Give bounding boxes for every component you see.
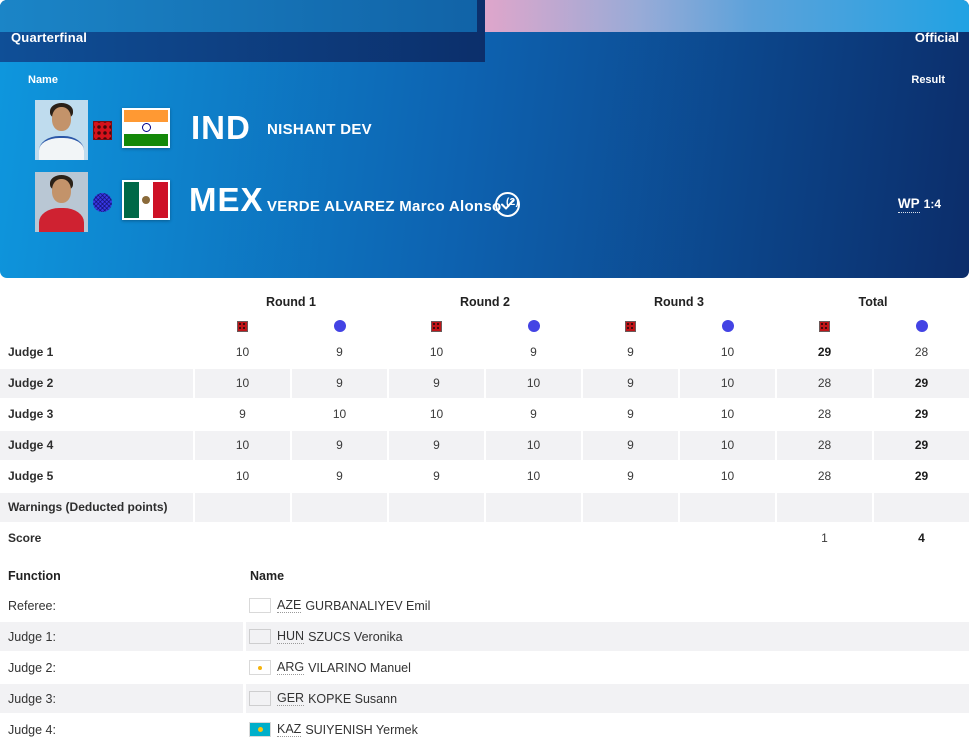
official-function: Judge 1: — [0, 622, 243, 651]
official-name: SZUCS Veronika — [308, 629, 403, 644]
red-boxer-name: NISHANT DEV — [267, 121, 372, 138]
blue-corner-icon — [292, 320, 387, 332]
red-final-score: 1 — [821, 531, 828, 545]
flag-mexico-icon — [122, 180, 170, 220]
flag-azerbaijan-icon — [249, 598, 271, 613]
red-boxer-noc: IND — [191, 109, 251, 146]
warnings-row: Warnings (Deducted points) — [0, 493, 969, 522]
judge-row: Judge 2 10 9 9 10 9 10 28 29 — [0, 369, 969, 398]
blue-corner-icon — [874, 320, 969, 332]
flag-india-icon — [122, 108, 170, 148]
official-function: Judge 4: — [8, 722, 56, 737]
blue-boxer-noc: MEX — [189, 181, 264, 218]
blue-corner-icon — [93, 193, 112, 212]
official-row: Referee: AZE GURBANALIYEV Emil — [0, 591, 969, 620]
round-2-header: Round 2 — [460, 295, 510, 309]
official-name: SUIYENISH Yermek — [305, 722, 418, 737]
bout-result: WP 1:4 — [897, 195, 941, 213]
official-function: Judge 3: — [0, 684, 243, 713]
decor-band-blue — [0, 0, 477, 32]
blue-corner-icon — [486, 320, 581, 332]
round-3-header: Round 3 — [654, 295, 704, 309]
official-function: Referee: — [8, 598, 56, 613]
name-column-header: Name — [250, 569, 285, 583]
officials-header-row: Function Name — [0, 563, 969, 589]
scorecard-table: Round 1 Round 2 Round 3 Total Judge 1 10… — [0, 290, 969, 553]
blue-corner-icon — [680, 320, 775, 332]
judge-row: Judge 5 10 9 9 10 9 10 28 29 — [8, 469, 929, 483]
official-noc: AZE — [277, 598, 302, 613]
judge-row: Judge 3 9 10 10 9 9 10 28 29 — [8, 407, 929, 421]
red-corner-icon — [777, 320, 872, 332]
stage-title: Quarterfinal — [11, 30, 88, 45]
official-name: GURBANALIYEV Emil — [305, 598, 431, 613]
name-column-header: Name — [28, 74, 58, 86]
round-header-row: Round 1 Round 2 Round 3 Total — [0, 290, 969, 314]
official-noc: GER — [277, 691, 305, 706]
official-function: Judge 2: — [8, 660, 56, 675]
official-name: VILARINO Manuel — [308, 660, 411, 675]
official-noc: HUN — [277, 629, 305, 644]
decor-band-pink — [485, 0, 969, 32]
total-header: Total — [858, 295, 888, 309]
officials-table: Function Name Referee: AZE GURBANALIYEV … — [0, 563, 969, 740]
result-column-header: Result — [911, 74, 945, 86]
official-status-label: Official — [914, 30, 959, 45]
red-corner-icon — [93, 121, 112, 140]
flag-germany-icon — [249, 691, 271, 706]
flag-argentina-icon — [249, 660, 271, 675]
round-1-header: Round 1 — [266, 295, 316, 309]
result-score: 1:4 — [923, 197, 941, 211]
official-name: KOPKE Susann — [308, 691, 398, 706]
match-header: Quarterfinal Official Name Result IND NI… — [0, 0, 969, 278]
official-noc: KAZ — [277, 722, 302, 737]
blue-boxer-name: VERDE ALVAREZ Marco Alonso (2) — [267, 197, 520, 215]
red-corner-icon — [583, 320, 678, 332]
blue-final-score: 4 — [918, 531, 925, 545]
red-corner-icon — [195, 320, 290, 332]
red-boxer-photo — [35, 100, 88, 160]
corner-icon-row — [0, 316, 969, 336]
red-corner-icon — [389, 320, 484, 332]
flag-hungary-icon — [249, 629, 271, 644]
blue-boxer-photo — [35, 172, 88, 232]
function-column-header: Function — [8, 569, 61, 583]
official-noc: ARG — [277, 660, 305, 675]
official-row: Judge 2: ARG VILARINO Manuel — [0, 653, 969, 682]
judge-row: Judge 1 10 9 10 9 9 10 29 28 — [8, 345, 929, 359]
official-row: Judge 3: GER KOPKE Susann — [0, 684, 969, 713]
result-type: WP — [897, 196, 920, 213]
flag-kazakhstan-icon — [249, 722, 271, 737]
official-row: Judge 4: KAZ SUIYENISH Yermek — [0, 715, 969, 740]
score-row: Score 1 4 — [0, 524, 969, 553]
official-row: Judge 1: HUN SZUCS Veronika — [0, 622, 969, 651]
judge-row: Judge 4 10 9 9 10 9 10 28 29 — [0, 431, 969, 460]
winner-check-icon — [495, 192, 520, 217]
